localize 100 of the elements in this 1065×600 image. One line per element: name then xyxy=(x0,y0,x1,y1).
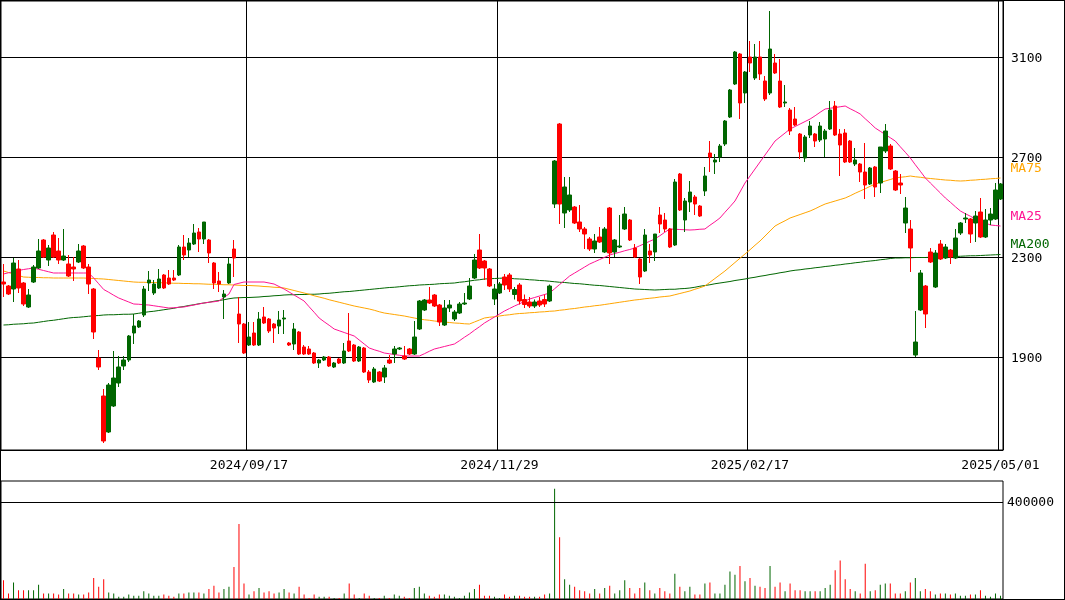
candlestick xyxy=(46,244,51,267)
candlestick xyxy=(753,43,757,81)
candlestick xyxy=(813,132,817,148)
candlestick xyxy=(1,263,6,298)
candlestick xyxy=(733,50,737,86)
series-label: MA200 xyxy=(1010,236,1050,251)
candlestick xyxy=(633,243,637,259)
candlestick xyxy=(177,244,181,277)
candlestick xyxy=(76,243,81,264)
candlestick xyxy=(592,233,597,254)
candlestick xyxy=(768,10,772,96)
candlestick xyxy=(713,153,717,175)
candlestick xyxy=(728,88,732,119)
candlestick xyxy=(643,228,647,273)
candlestick xyxy=(938,239,943,261)
candlestick xyxy=(653,233,657,262)
candlestick xyxy=(182,234,186,261)
candlestick xyxy=(718,143,722,163)
candlestick xyxy=(778,58,782,109)
candlestick xyxy=(342,342,346,365)
candlestick xyxy=(327,355,331,368)
candlestick xyxy=(948,248,953,265)
candlestick xyxy=(377,370,382,383)
y-tick-label: 3100 xyxy=(1011,49,1043,65)
candlestick xyxy=(232,239,236,278)
candlestick xyxy=(808,120,812,139)
candlestick xyxy=(873,165,877,198)
candlestick xyxy=(913,310,918,358)
candlestick xyxy=(91,287,96,340)
candlestick xyxy=(622,206,627,231)
candlestick xyxy=(738,52,742,120)
candlestick xyxy=(597,226,602,244)
candlestick xyxy=(628,218,632,242)
candlestick xyxy=(888,143,893,171)
candlestick xyxy=(512,286,517,300)
candlestick xyxy=(978,197,983,239)
candlestick xyxy=(412,320,417,356)
x-tick-label: 2024/11/29 xyxy=(460,457,539,472)
candlestick xyxy=(703,166,707,197)
candlestick xyxy=(693,194,697,216)
candlestick xyxy=(708,140,712,173)
candlestick xyxy=(828,100,832,131)
x-tick-label: 2024/09/17 xyxy=(209,457,289,472)
line-series xyxy=(3,175,1001,325)
candlestick xyxy=(372,366,376,384)
candlestick xyxy=(678,172,682,212)
candlestick xyxy=(407,347,412,356)
candlestick xyxy=(773,53,777,75)
candlestick xyxy=(918,269,923,312)
candlestick xyxy=(698,204,702,218)
candlestick xyxy=(357,345,361,363)
candlestick xyxy=(101,388,106,444)
candlestick xyxy=(758,40,762,81)
candlestick xyxy=(227,257,231,285)
candlestick xyxy=(337,357,341,365)
candlestick xyxy=(638,257,642,285)
candlestick xyxy=(923,284,928,329)
candlestick xyxy=(963,212,968,224)
candlestick xyxy=(61,228,66,262)
candlestick xyxy=(252,321,256,347)
candlestick xyxy=(26,288,31,309)
x-tick-label: 2025/02/17 xyxy=(710,457,790,472)
candlestick xyxy=(933,249,938,289)
candlestick xyxy=(142,285,146,318)
candlestick xyxy=(723,119,727,147)
candlestick xyxy=(202,221,206,245)
candlestick xyxy=(587,236,592,252)
candlestick xyxy=(552,159,557,209)
candlestick xyxy=(257,311,261,347)
candlestick xyxy=(197,227,201,253)
candlestick xyxy=(607,206,612,265)
line-series xyxy=(3,105,1001,357)
candlestick xyxy=(648,243,652,264)
candlestick xyxy=(557,122,562,225)
candlestick xyxy=(798,132,802,160)
candlestick xyxy=(11,257,16,303)
candlestick xyxy=(547,284,552,303)
candlestick xyxy=(96,349,101,371)
candlestick xyxy=(402,345,407,361)
candlestick xyxy=(853,147,857,167)
candlestick xyxy=(968,217,973,244)
x-tick-label: 2025/05/01 xyxy=(961,457,1040,472)
candlestick xyxy=(803,134,807,163)
text: 400000 xyxy=(1007,493,1054,509)
candlestick xyxy=(292,322,296,351)
series-label: MA25 xyxy=(1010,207,1042,223)
candlestick xyxy=(602,226,607,254)
candlestick xyxy=(387,354,392,365)
candlestick xyxy=(287,341,291,347)
candlestick xyxy=(748,40,752,73)
candlestick xyxy=(973,210,978,243)
candlestick xyxy=(41,238,46,259)
candlestick xyxy=(763,75,767,102)
candlestick xyxy=(783,84,787,108)
candlestick xyxy=(903,196,908,234)
candlestick xyxy=(532,299,537,309)
candlestick xyxy=(207,238,211,264)
candlestick xyxy=(467,277,472,301)
candlestick xyxy=(222,289,226,320)
candlestick xyxy=(673,178,677,247)
